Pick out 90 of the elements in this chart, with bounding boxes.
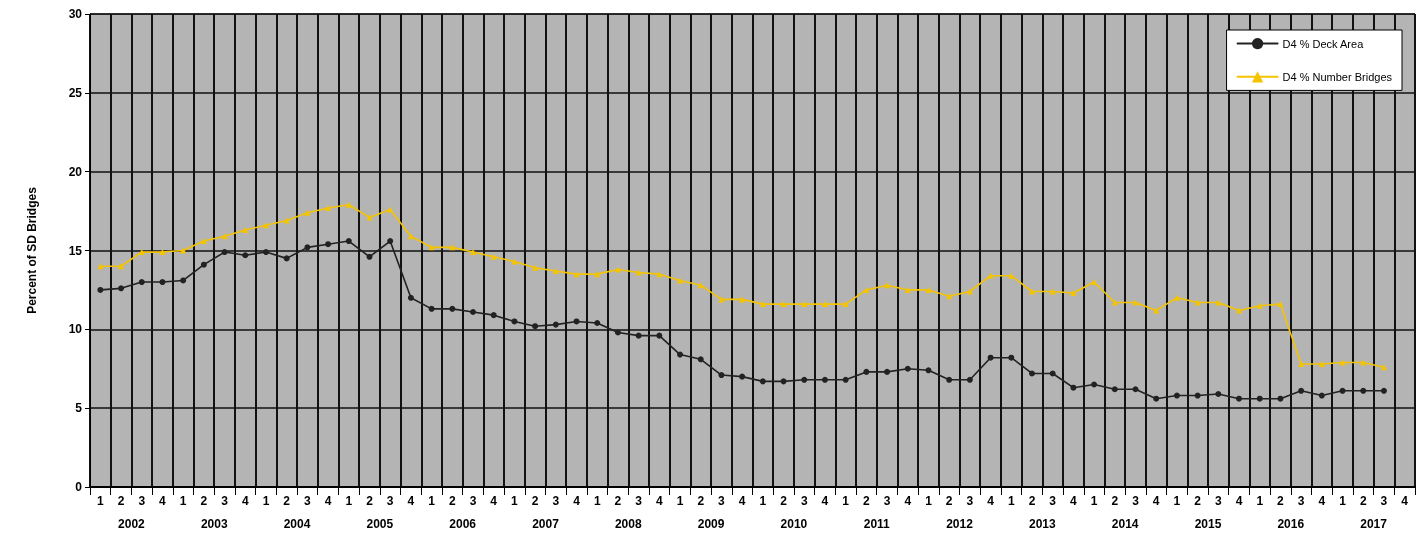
x-tick-label: 2 bbox=[1277, 494, 1285, 508]
text: 2016 bbox=[1277, 517, 1305, 531]
x-tick-label: 4 bbox=[1070, 494, 1078, 508]
text: 2009 bbox=[697, 517, 725, 531]
text: 2014 bbox=[1111, 517, 1139, 531]
x-tick-label: 2 bbox=[1111, 494, 1119, 508]
x-tick-label: 1 bbox=[842, 494, 850, 508]
x-tick-label: 2 bbox=[614, 494, 622, 508]
x-tick-label: 1 bbox=[345, 494, 353, 508]
x-tick-label: 1 bbox=[511, 494, 519, 508]
x-tick-label: 3 bbox=[138, 494, 146, 508]
x-tick-label: 3 bbox=[221, 494, 229, 508]
legend-label: D4 % Number Bridges bbox=[1282, 70, 1393, 83]
x-tick-label: 1 bbox=[179, 494, 187, 508]
x-tick-label: 1 bbox=[97, 494, 105, 508]
x-tick-label: 2 bbox=[200, 494, 208, 508]
x-tick-label: 3 bbox=[635, 494, 643, 508]
y-tick-label: 15 bbox=[68, 243, 83, 258]
x-tick-label: 1 bbox=[1173, 494, 1181, 508]
x-tick-label: 1 bbox=[1007, 494, 1015, 508]
x-tick-label: 4 bbox=[821, 494, 829, 508]
text: 2008 bbox=[614, 517, 642, 531]
text: 2006 bbox=[449, 517, 477, 531]
x-tick-label: 2 bbox=[780, 494, 788, 508]
text: 2007 bbox=[532, 517, 560, 531]
x-tick-label: 2 bbox=[117, 494, 125, 508]
x-tick-label: 1 bbox=[676, 494, 684, 508]
x-tick-label: 2 bbox=[1028, 494, 1036, 508]
x-tick-label: 2 bbox=[945, 494, 953, 508]
x-tick-label: 1 bbox=[1339, 494, 1347, 508]
y-tick-label: 20 bbox=[68, 164, 83, 179]
y-tick-label: 30 bbox=[68, 7, 83, 21]
x-tick-label: 1 bbox=[262, 494, 270, 508]
x-tick-label: 1 bbox=[1256, 494, 1264, 508]
y-tick-label: 0 bbox=[75, 480, 83, 494]
text: 2012 bbox=[946, 517, 974, 531]
text: 2011 bbox=[863, 517, 891, 531]
text: 2003 bbox=[200, 517, 228, 531]
legend-label: D4 % Deck Area bbox=[1282, 37, 1365, 50]
text: 2005 bbox=[366, 517, 394, 531]
x-tick-label: 2 bbox=[1359, 494, 1367, 508]
x-tick-label: 2 bbox=[697, 494, 705, 508]
x-tick-label: 1 bbox=[759, 494, 767, 508]
x-tick-label: 3 bbox=[1297, 494, 1305, 508]
x-tick-label: 4 bbox=[1235, 494, 1243, 508]
x-tick-label: 1 bbox=[1090, 494, 1098, 508]
x-tick-label: 3 bbox=[1380, 494, 1388, 508]
x-tick-label: 3 bbox=[1214, 494, 1222, 508]
x-tick-label: 4 bbox=[738, 494, 746, 508]
x-tick-label: 3 bbox=[386, 494, 394, 508]
text: 2017 bbox=[1360, 517, 1388, 531]
x-tick-label: 2 bbox=[863, 494, 871, 508]
x-tick-label: 3 bbox=[883, 494, 891, 508]
x-tick-label: 4 bbox=[324, 494, 332, 508]
x-tick-label: 3 bbox=[469, 494, 477, 508]
x-tick-label: 4 bbox=[1152, 494, 1160, 508]
y-tick-label: 10 bbox=[68, 322, 83, 337]
text: 2015 bbox=[1194, 517, 1222, 531]
x-tick-label: 2 bbox=[366, 494, 374, 508]
x-tick-label: 4 bbox=[655, 494, 663, 508]
x-tick-label: 2 bbox=[448, 494, 456, 508]
x-tick-label: 4 bbox=[490, 494, 498, 508]
x-tick-label: 2 bbox=[283, 494, 291, 508]
y-tick-label: 5 bbox=[75, 401, 83, 416]
text: 2010 bbox=[780, 517, 808, 531]
x-tick-label: 4 bbox=[159, 494, 167, 508]
text: 2002 bbox=[118, 517, 146, 531]
x-tick-label: 3 bbox=[800, 494, 808, 508]
x-tick-label: 4 bbox=[573, 494, 581, 508]
x-tick-label: 4 bbox=[1401, 494, 1409, 508]
x-tick-label: 4 bbox=[1318, 494, 1326, 508]
x-tick-label: 3 bbox=[1049, 494, 1057, 508]
text: 2004 bbox=[283, 517, 311, 531]
x-tick-label: 3 bbox=[966, 494, 974, 508]
text: 2013 bbox=[1028, 517, 1057, 531]
x-tick-label: 4 bbox=[407, 494, 415, 508]
x-tick-label: 1 bbox=[925, 494, 933, 508]
x-tick-label: 3 bbox=[718, 494, 726, 508]
y-axis-title: Percent of SD Bridges bbox=[25, 186, 39, 314]
x-tick-label: 2 bbox=[531, 494, 539, 508]
x-tick-label: 1 bbox=[593, 494, 601, 508]
x-tick-label: 3 bbox=[304, 494, 312, 508]
x-tick-label: 3 bbox=[552, 494, 560, 508]
x-tick-label: 4 bbox=[987, 494, 995, 508]
x-tick-label: 4 bbox=[904, 494, 912, 508]
x-tick-label: 4 bbox=[241, 494, 249, 508]
x-tick-label: 1 bbox=[428, 494, 436, 508]
x-tick-label: 2 bbox=[1194, 494, 1202, 508]
x-tick-label: 3 bbox=[1132, 494, 1140, 508]
y-tick-label: 25 bbox=[68, 85, 83, 100]
